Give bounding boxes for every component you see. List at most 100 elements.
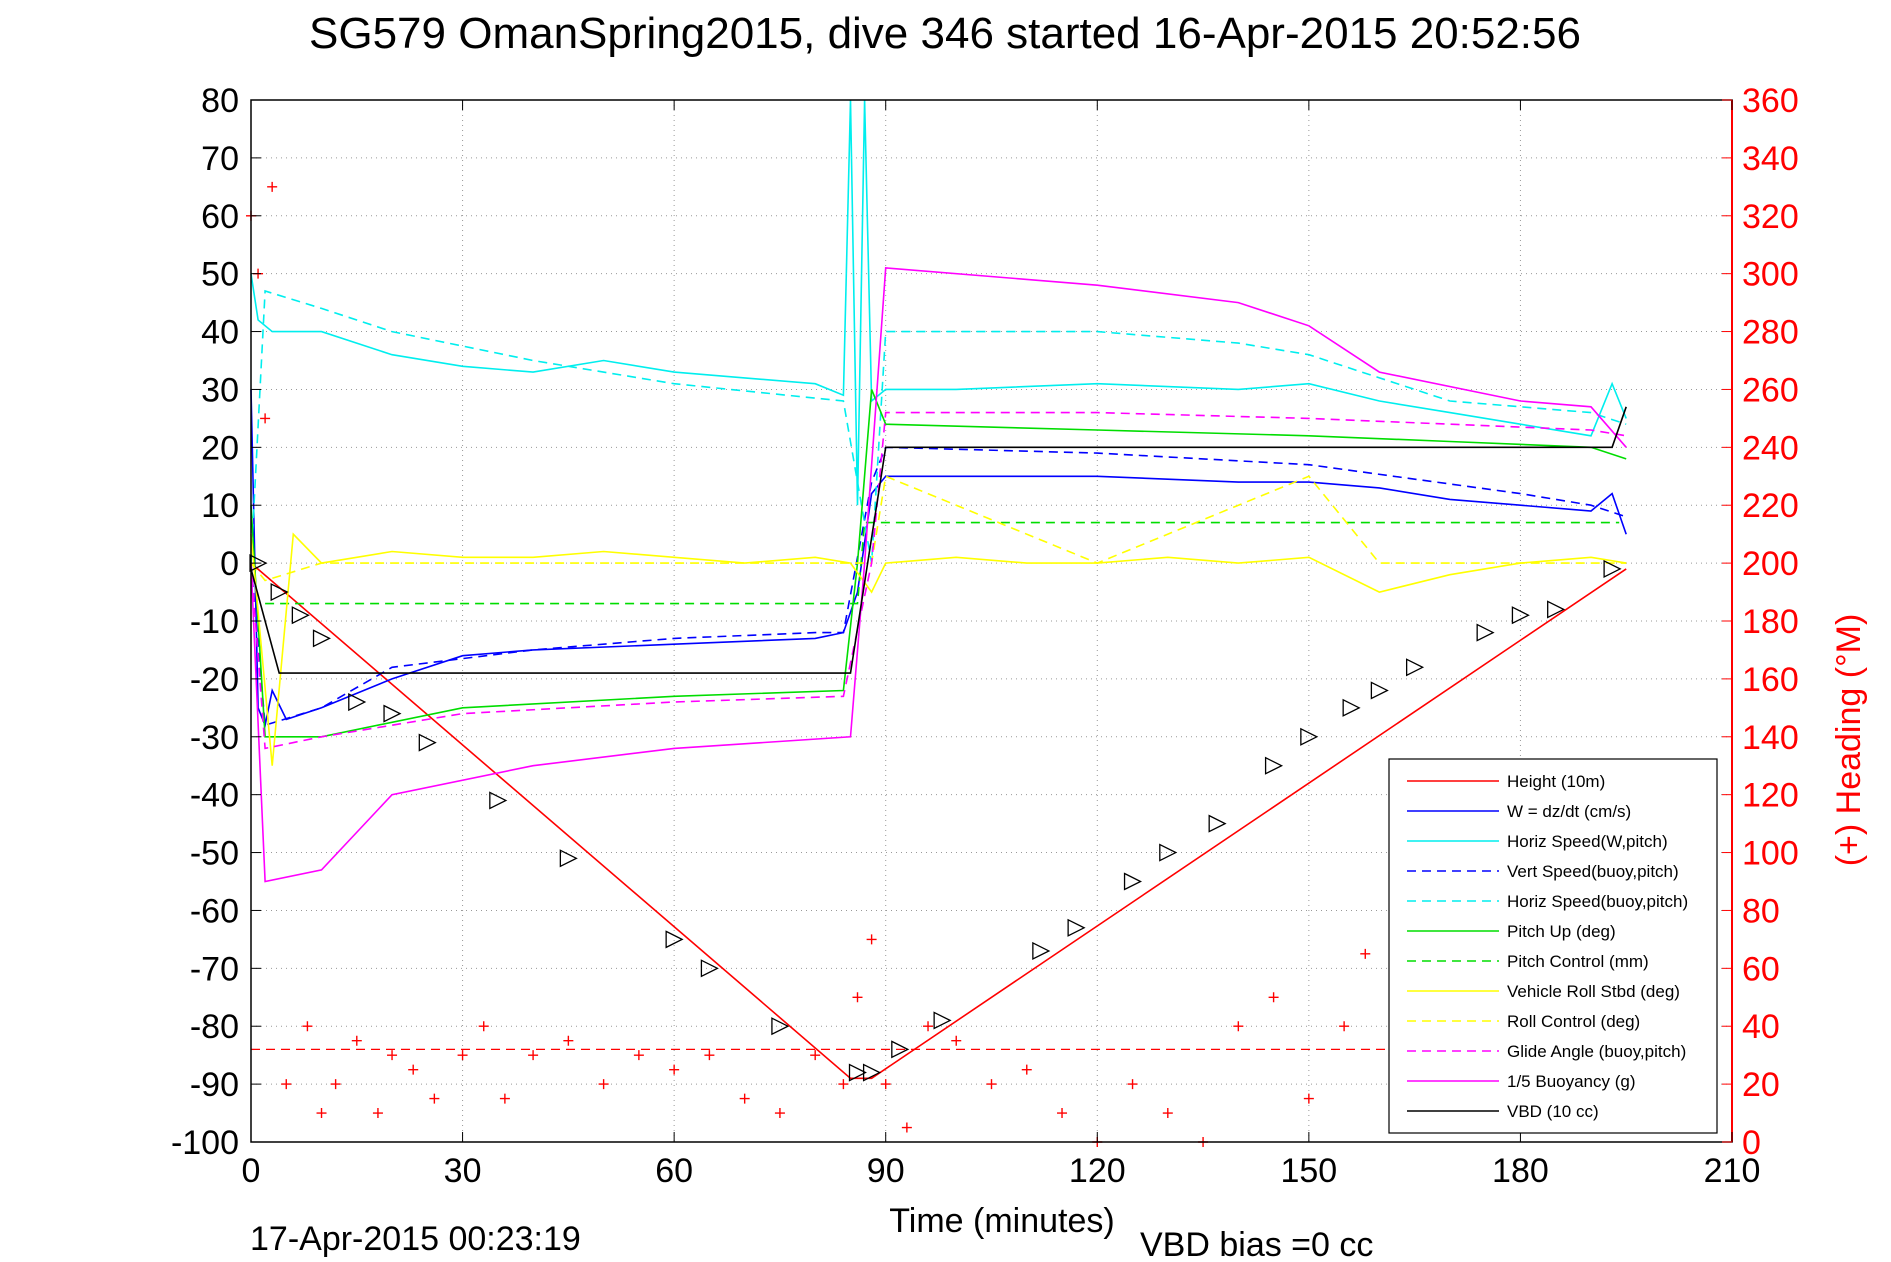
triangle-marker [1405, 658, 1425, 677]
series-line-glide-angle-buoy-pitch [250, 411, 1627, 750]
heading-point [866, 934, 877, 945]
heading-point [739, 1093, 750, 1104]
heading-point [330, 1079, 341, 1090]
y-axis-right: 3603403203002802602402202001801601401201… [1722, 82, 1799, 1162]
legend-box [1388, 758, 1718, 1134]
triangle-marker [1123, 872, 1143, 891]
y-tick-label-left: -90 [190, 1066, 239, 1104]
series-layer [250, 99, 1627, 1080]
triangle-marker [489, 791, 508, 810]
y-tick-label-right: 280 [1742, 314, 1799, 352]
y-tick-label-left: -80 [190, 1008, 239, 1046]
heading-point [429, 1093, 440, 1104]
x-tick-label: 120 [1069, 1152, 1126, 1190]
heading-point [351, 1035, 362, 1046]
y-tick-label-left: 40 [201, 314, 239, 352]
heading-point [1127, 1079, 1138, 1090]
triangle-marker [249, 554, 268, 573]
y-tick-label-left: 50 [201, 256, 239, 294]
heading-point [260, 413, 271, 424]
heading-point [478, 1021, 489, 1032]
triangle-marker [291, 606, 310, 625]
y-tick-label-right: 340 [1742, 140, 1799, 178]
heading-point [633, 1050, 644, 1061]
y-tick-label-left: -100 [171, 1124, 239, 1162]
x-tick-label: 0 [242, 1152, 261, 1190]
legend-label: Roll Control (deg) [1507, 1012, 1640, 1031]
heading-point [281, 1079, 292, 1090]
heading-point [810, 1050, 821, 1061]
triangle-marker [771, 1017, 790, 1036]
y-tick-label-left: -40 [190, 777, 239, 815]
triangle-marker [1476, 623, 1495, 642]
series-line-horiz-speed-w-pitch [250, 99, 1627, 506]
triangle-marker [1342, 698, 1361, 717]
y-tick-label-right: 260 [1742, 371, 1799, 409]
triangle-marker [312, 629, 331, 648]
y-tick-label-right: 220 [1742, 487, 1799, 525]
x-tick-label: 90 [867, 1152, 905, 1190]
heading-point [852, 992, 863, 1003]
triangle-marker [1264, 756, 1284, 775]
triangle-marker [1208, 814, 1227, 833]
series-line-horiz-speed-buoy-pitch [250, 289, 1627, 564]
triangle-marker [891, 1040, 910, 1059]
y-tick-label-right: 200 [1742, 545, 1799, 583]
series-line-vert-speed-buoy-pitch [250, 446, 1627, 727]
marker-layer [249, 554, 1622, 1082]
heading-point [387, 1050, 398, 1061]
heading-point [1339, 1021, 1350, 1032]
heading-point [563, 1035, 574, 1046]
heading-point [1162, 1108, 1173, 1119]
legend-label: Height (10m) [1507, 772, 1605, 791]
x-tick-label: 60 [655, 1152, 693, 1190]
heading-point [1268, 992, 1279, 1003]
y-tick-label-left: -30 [190, 719, 239, 757]
triangle-marker [1032, 941, 1051, 961]
legend-label: Vehicle Roll Stbd (deg) [1507, 982, 1680, 1001]
heading-point [986, 1079, 997, 1090]
heading-point [499, 1093, 510, 1104]
heading-point [1021, 1064, 1032, 1075]
y-tick-label-right: 160 [1742, 661, 1799, 699]
y-tick-label-left: 20 [201, 429, 239, 467]
heading-point [408, 1064, 419, 1075]
y-tick-label-right: 140 [1742, 719, 1799, 757]
y-tick-label-left: 70 [201, 140, 239, 178]
series-line-1-5-buoyancy-g [250, 267, 1627, 883]
y-axis-left: 80 70 60 50 40 30 20 10 0 -10 -20 -30 -40 -50 -60 -70 -8… [171, 82, 261, 1162]
x-tick-label: 150 [1280, 1152, 1337, 1190]
y-tick-label-left: 30 [201, 371, 239, 409]
y-tick-label-right: 60 [1742, 950, 1780, 988]
heading-point [528, 1050, 539, 1061]
y-tick-label-right: 360 [1742, 82, 1799, 120]
y-tick-label-right: 40 [1742, 1008, 1780, 1046]
y-axis-right-label: (+) Heading (°M) [1830, 614, 1868, 867]
heading-point [880, 1079, 891, 1090]
triangle-marker [559, 849, 578, 868]
triangle-marker [1159, 843, 1178, 862]
heading-point [302, 1021, 313, 1032]
series-line-pitch-up-deg [250, 389, 1627, 738]
heading-point [1360, 948, 1371, 959]
triangle-marker [270, 583, 289, 602]
triangle-marker [848, 1063, 867, 1082]
heading-point [316, 1108, 327, 1119]
y-tick-label-right: 300 [1742, 256, 1799, 294]
x-axis: 0 30 60 90 120 150 180 210 [242, 100, 1760, 1190]
heading-point [457, 1050, 468, 1061]
heading-point [838, 1079, 849, 1090]
y-tick-label-left: -70 [190, 950, 239, 988]
heading-point [372, 1108, 383, 1119]
series-line-height-10m [250, 562, 1627, 1080]
y-tick-label-left: -60 [190, 892, 239, 930]
series-line-roll-control-deg [250, 475, 1627, 582]
y-tick-label-left: 80 [201, 82, 239, 120]
legend-label: VBD (10 cc) [1507, 1102, 1599, 1121]
heading-point [267, 181, 278, 192]
series-line-vbd-10-cc [250, 406, 1627, 674]
legend-label: Pitch Up (deg) [1507, 922, 1616, 941]
heading-point [1303, 1093, 1314, 1104]
triangle-marker [933, 1011, 952, 1030]
